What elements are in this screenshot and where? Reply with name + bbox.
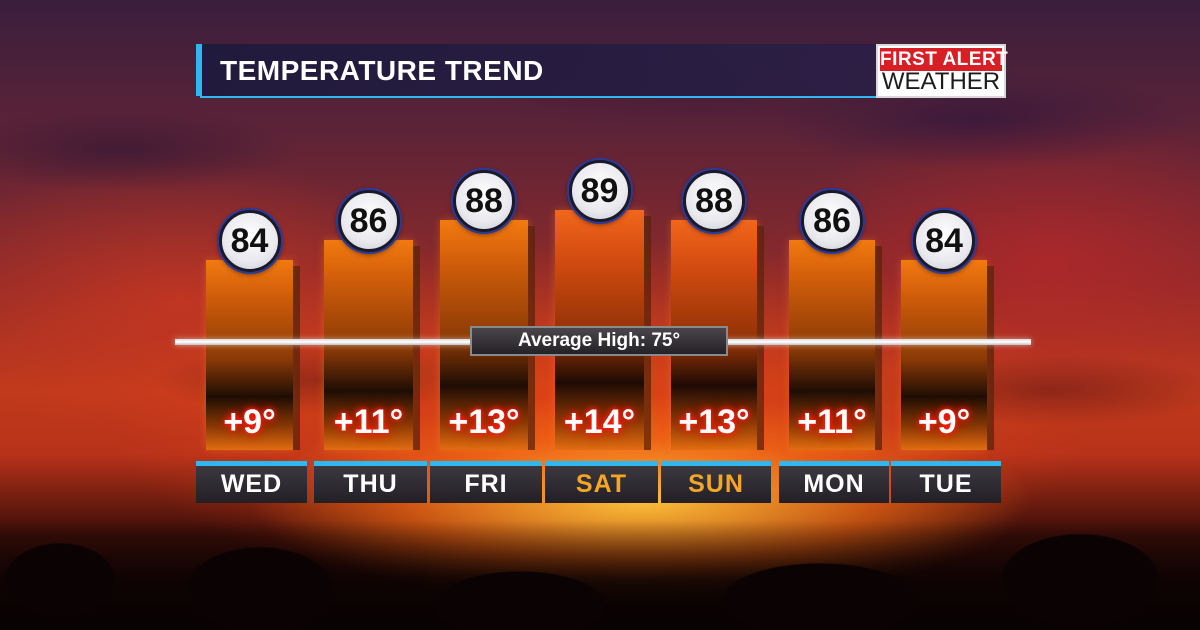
high-temp-value: 84 xyxy=(218,210,281,272)
day-label-mon: MON xyxy=(779,461,889,503)
title-bar: TEMPERATURE TREND xyxy=(196,44,876,96)
day-label-tue: TUE xyxy=(891,461,1001,503)
high-temp-value: 86 xyxy=(337,190,400,252)
temperature-bar-mon xyxy=(789,240,882,450)
temperature-bar-thu xyxy=(324,240,420,450)
temp-departure-label: +14° xyxy=(563,403,636,441)
day-label-wed: WED xyxy=(196,461,307,503)
logo-top-text: FIRST ALERT xyxy=(880,48,1009,71)
title-underline xyxy=(200,96,876,98)
high-temp-value: 88 xyxy=(453,170,515,232)
first-alert-weather-logo: FIRST ALERT WEATHER xyxy=(876,44,1009,98)
temp-departure-label: +9° xyxy=(917,403,971,441)
treeline-silhouette xyxy=(0,520,1200,630)
logo-bottom-text: WEATHER xyxy=(881,68,1001,95)
high-temp-value: 84 xyxy=(913,210,975,272)
average-high-label: Average High: 75° xyxy=(470,326,728,356)
temp-departure-label: +9° xyxy=(223,403,276,441)
high-temp-value: 89 xyxy=(568,160,631,222)
temp-departure-label: +11° xyxy=(797,403,867,441)
page-title: TEMPERATURE TREND xyxy=(220,55,544,86)
day-label-sat: SAT xyxy=(545,461,658,503)
temp-departure-label: +11° xyxy=(333,403,404,441)
high-temp-value: 86 xyxy=(801,190,863,252)
day-label-sun: SUN xyxy=(661,461,771,503)
day-label-fri: FRI xyxy=(430,461,542,503)
temperature-bar-wed xyxy=(206,260,300,450)
temp-departure-label: +13° xyxy=(448,403,520,441)
temp-departure-label: +13° xyxy=(678,403,750,441)
high-temp-value: 88 xyxy=(683,170,745,232)
day-label-thu: THU xyxy=(314,461,427,503)
temperature-bar-tue xyxy=(901,260,994,450)
